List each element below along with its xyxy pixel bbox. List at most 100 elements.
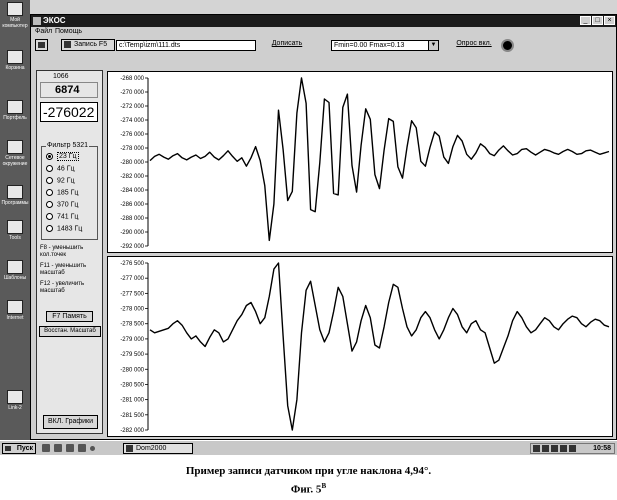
- tray-app-icon[interactable]: [569, 445, 576, 452]
- poll-toggle-button[interactable]: Опрос вкл.: [451, 39, 497, 51]
- memory-button[interactable]: F7 Память: [46, 311, 93, 322]
- menu-file[interactable]: Файл: [35, 28, 52, 35]
- print-button[interactable]: [35, 39, 48, 51]
- y-tick-label: -282 000: [120, 174, 144, 180]
- desktop-icon-my-computer[interactable]: Мой компьютер: [0, 2, 30, 29]
- desktop-icon-network[interactable]: Сетевое окружение: [0, 140, 30, 167]
- filter-option-185hz[interactable]: 185 Гц: [46, 189, 78, 196]
- filter-group: Фильтр 5321 23 Гц 46 Гц 92 Гц 185 Гц 370…: [41, 146, 98, 240]
- chevron-down-icon: ▼: [428, 41, 438, 50]
- desktop-icon-programs[interactable]: Программы: [0, 185, 30, 206]
- upper-plot: -268 000 -270 000 -272 000 -274 000 -276 000…: [107, 71, 613, 253]
- quick-launch-dot-icon[interactable]: [90, 446, 95, 451]
- filter-option-92hz[interactable]: 92 Гц: [46, 177, 75, 184]
- record-indicator-icon[interactable]: [501, 39, 514, 52]
- quick-launch-app-icon[interactable]: [78, 444, 86, 452]
- minimize-button[interactable]: _: [580, 16, 591, 25]
- y-tick-label: -270 000: [120, 90, 144, 96]
- taskbar-task-button[interactable]: Dom2000: [123, 443, 193, 454]
- y-tick-label: -279 000: [120, 337, 144, 343]
- screenshot-area: Мой компьютер Корзина Портфель Сетевое о…: [0, 0, 617, 455]
- value-display-1: 6874: [40, 82, 98, 98]
- app-icon: [33, 17, 41, 25]
- document-icon: [7, 260, 23, 274]
- computer-icon: [7, 2, 23, 16]
- y-tick-label: -288 000: [120, 216, 144, 222]
- graphs-toggle-button[interactable]: ВКЛ. Графики: [43, 415, 98, 429]
- filter-group-caption: Фильтр 5321: [46, 142, 89, 149]
- window-title: ЭКОС: [43, 16, 66, 25]
- filter-option-370hz[interactable]: 370 Гц: [46, 201, 78, 208]
- tray-clock: 10:58: [593, 444, 611, 453]
- y-tick-label: -272 000: [120, 104, 144, 110]
- toolbar: Запись F5 c:\Temp\izm\111.dts Дописать F…: [31, 37, 616, 55]
- y-tick-label: -284 000: [120, 188, 144, 194]
- quick-launch-desktop-icon[interactable]: [42, 444, 50, 452]
- lower-chart: -276 500-277 000-277 500-278 000-278 500…: [108, 257, 612, 436]
- desktop-icon-internet[interactable]: Internet: [0, 300, 30, 321]
- taskbar: Пуск Dom2000 10:58: [0, 440, 617, 455]
- quick-launch-browser-icon[interactable]: [66, 444, 74, 452]
- tray-keyboard-icon[interactable]: [533, 445, 540, 452]
- link-icon: [7, 390, 23, 404]
- desktop-icon-tools[interactable]: Tools: [0, 220, 30, 241]
- y-tick-label: -274 000: [120, 118, 144, 124]
- tray-speaker-icon[interactable]: [551, 445, 558, 452]
- title-bar[interactable]: ЭКОС _ □ ×: [31, 15, 616, 27]
- record-button[interactable]: Запись F5: [61, 39, 115, 51]
- restore-scale-button[interactable]: Восстан. Масштаб: [39, 326, 101, 337]
- sample-counter: 1066: [53, 73, 69, 80]
- start-button[interactable]: Пуск: [2, 443, 36, 454]
- y-tick-label: -277 500: [120, 291, 144, 297]
- y-tick-label: -278 000: [120, 146, 144, 152]
- file-path-field[interactable]: c:\Temp\izm\111.dts: [116, 40, 256, 51]
- hint-f8: F8 - уменьшить кол.точек: [40, 245, 102, 259]
- folder-icon: [7, 185, 23, 199]
- filter-option-741hz[interactable]: 741 Гц: [46, 213, 78, 220]
- y-tick-label: -281 000: [120, 398, 144, 404]
- y-tick-label: -278 500: [120, 322, 144, 328]
- system-tray: 10:58: [530, 443, 615, 454]
- filter-option-46hz[interactable]: 46 Гц: [46, 165, 75, 172]
- y-tick-label: -278 000: [120, 307, 144, 313]
- maximize-button[interactable]: □: [592, 16, 603, 25]
- quick-launch-explorer-icon[interactable]: [54, 444, 62, 452]
- windows-logo-icon: [5, 446, 11, 451]
- waveform-line: [150, 78, 609, 240]
- radio-selected-icon: [46, 153, 53, 160]
- desktop-icon-recycle-bin[interactable]: Корзина: [0, 50, 30, 71]
- y-tick-label: -279 500: [120, 352, 144, 358]
- radio-icon: [46, 201, 53, 208]
- y-tick-label: -268 000: [120, 76, 144, 82]
- desktop-strip: Мой компьютер Корзина Портфель Сетевое о…: [0, 0, 30, 440]
- y-tick-label: -281 500: [120, 413, 144, 419]
- append-button[interactable]: Дописать: [257, 39, 317, 51]
- y-tick-label: -292 000: [120, 244, 144, 250]
- y-tick-label: -282 000: [120, 428, 144, 434]
- tray-network-icon[interactable]: [542, 445, 549, 452]
- y-tick-label: -280 500: [120, 382, 144, 388]
- figure-number: Фиг. 5В: [0, 482, 617, 496]
- waveform-line: [150, 263, 609, 430]
- tray-monitor-icon[interactable]: [560, 445, 567, 452]
- network-icon: [7, 140, 23, 154]
- desktop-icon-link[interactable]: Link-2: [0, 390, 30, 411]
- app-task-icon: [126, 445, 133, 452]
- figure-caption: Пример записи датчиком при угле наклона …: [0, 465, 617, 477]
- save-icon: [64, 41, 71, 48]
- radio-icon: [46, 165, 53, 172]
- briefcase-icon: [7, 100, 23, 114]
- frequency-range-select[interactable]: Fmin=0.00 Fmax=0.13▼: [331, 40, 439, 51]
- y-tick-label: -286 000: [120, 202, 144, 208]
- filter-option-1483hz[interactable]: 1483 Гц: [46, 225, 82, 232]
- recycle-bin-icon: [7, 50, 23, 64]
- y-tick-label: -276 000: [120, 132, 144, 138]
- desktop-icon-templates[interactable]: Шаблоны: [0, 260, 30, 281]
- globe-icon: [7, 300, 23, 314]
- control-panel: 1066 6874 -276022 Фильтр 5321 23 Гц 46 Г…: [36, 70, 103, 434]
- desktop-icon-briefcase[interactable]: Портфель: [0, 100, 30, 121]
- filter-option-23hz[interactable]: 23 Гц: [46, 153, 79, 160]
- radio-icon: [46, 177, 53, 184]
- close-button[interactable]: ×: [604, 16, 615, 25]
- menu-help[interactable]: Помощь: [55, 28, 82, 35]
